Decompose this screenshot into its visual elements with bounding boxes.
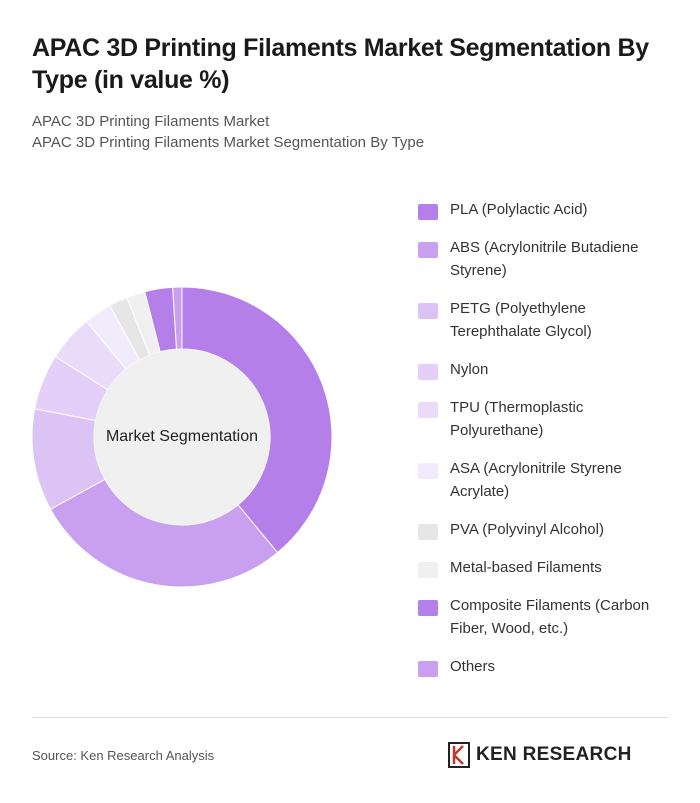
legend-item: PETG (Polyethylene Terephthalate Glycol) — [418, 297, 668, 343]
legend-swatch — [418, 463, 438, 479]
legend-swatch — [418, 303, 438, 319]
donut-chart: Market Segmentation — [31, 286, 333, 588]
legend-swatch — [418, 661, 438, 677]
source: Source: Ken Research Analysis — [32, 748, 215, 763]
legend-label: TPU (Thermoplastic Polyurethane) — [450, 399, 584, 439]
legend-item: TPU (Thermoplastic Polyurethane) — [418, 396, 668, 442]
legend-swatch — [418, 402, 438, 418]
legend-label: Nylon — [450, 361, 489, 378]
subtitle: APAC 3D Printing Filaments Market — [32, 113, 270, 130]
legend-item: Nylon — [418, 358, 668, 381]
legend-label: PLA (Polylactic Acid) — [450, 201, 588, 218]
logo: KEN RESEARCH — [448, 742, 632, 768]
legend-label: Metal-based Filaments — [450, 559, 602, 576]
legend-item: ASA (Acrylonitrile Styrene Acrylate) — [418, 457, 668, 503]
center-label: Market Segmentation — [106, 428, 258, 445]
legend-label: ASA (Acrylonitrile Styrene Acrylate) — [450, 460, 622, 500]
legend-swatch — [418, 524, 438, 540]
legend-item: PLA (Polylactic Acid) — [418, 198, 668, 221]
legend-label: PETG (Polyethylene Terephthalate Glycol) — [450, 300, 592, 340]
chart-title: APAC 3D Printing Filaments Market Segmen… — [32, 34, 649, 94]
legend-label: Others — [450, 658, 496, 675]
legend-item: Metal-based Filaments — [418, 556, 668, 579]
divider — [32, 717, 668, 718]
legend-label: Composite Filaments (Carbon Fiber, Wood,… — [450, 597, 650, 637]
legend-swatch — [418, 364, 438, 380]
subtitle: APAC 3D Printing Filaments Market Segmen… — [32, 134, 425, 151]
donut-hole — [94, 349, 270, 525]
legend-swatch — [418, 204, 438, 220]
legend-item: Composite Filaments (Carbon Fiber, Wood,… — [418, 594, 668, 640]
logo-icon — [448, 742, 470, 768]
legend-item: ABS (Acrylonitrile Butadiene Styrene) — [418, 236, 668, 282]
legend-swatch — [418, 562, 438, 578]
legend-item: PVA (Polyvinyl Alcohol) — [418, 518, 668, 541]
logo-text: KEN RESEARCH — [476, 744, 632, 765]
legend-swatch — [418, 242, 438, 258]
legend-label: PVA (Polyvinyl Alcohol) — [450, 521, 604, 538]
legend: PLA (Polylactic Acid) ABS (Acrylonitrile … — [418, 198, 668, 693]
legend-label: ABS (Acrylonitrile Butadiene Styrene) — [450, 239, 639, 279]
legend-item: Others — [418, 655, 668, 678]
legend-swatch — [418, 600, 438, 616]
